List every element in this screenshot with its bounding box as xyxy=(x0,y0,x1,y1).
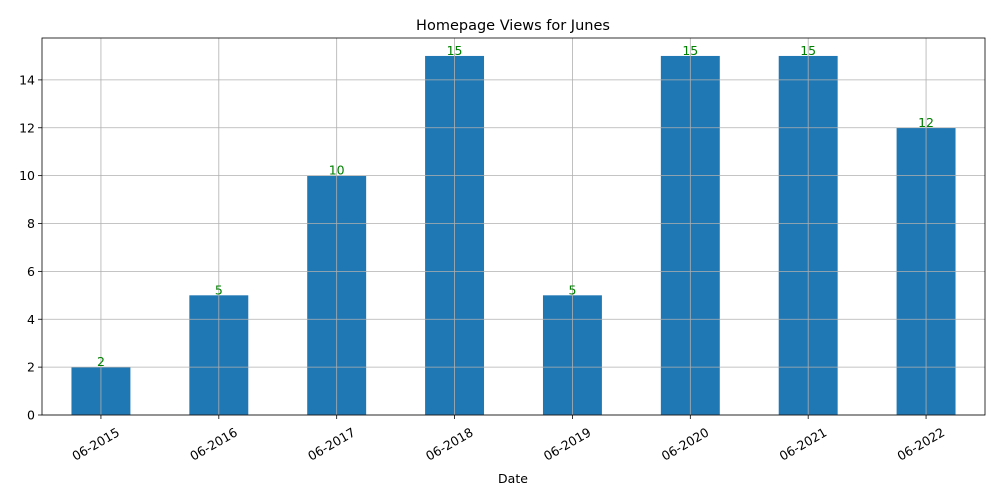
chart-title: Homepage Views for Junes xyxy=(416,18,610,34)
y-tick-label: 8 xyxy=(27,216,35,231)
x-tick-label: 06-2015 xyxy=(69,425,122,464)
x-tick-label: 06-2020 xyxy=(659,425,712,464)
axes xyxy=(41,37,986,416)
data-label: 5 xyxy=(215,282,223,297)
x-tick-label: 06-2019 xyxy=(541,425,594,464)
x-tick-label: 06-2022 xyxy=(894,425,947,464)
data-label: 10 xyxy=(329,163,345,178)
y-tick-label: 4 xyxy=(27,312,35,327)
x-ticks: 06-2015 06-2016 06-2017 06-2018 06-2019 06-20… xyxy=(69,415,947,464)
data-labels: 2 5 10 15 5 15 15 12 xyxy=(97,43,934,369)
y-tick-label: 14 xyxy=(19,72,35,87)
y-tick-label: 10 xyxy=(19,168,35,183)
plot-frame xyxy=(41,37,986,416)
y-ticks: 0 2 4 6 8 10 12 14 xyxy=(19,72,42,423)
data-label: 5 xyxy=(568,282,576,297)
data-label: 15 xyxy=(447,43,463,58)
y-tick-label: 0 xyxy=(27,408,35,423)
y-tick-label: 2 xyxy=(27,360,35,375)
x-tick-label: 06-2017 xyxy=(305,425,358,464)
data-label: 12 xyxy=(918,115,934,130)
data-label: 2 xyxy=(97,354,105,369)
data-label: 15 xyxy=(682,43,698,58)
y-tick-label: 12 xyxy=(19,120,35,135)
x-tick-label: 06-2021 xyxy=(777,425,830,464)
x-tick-label: 06-2018 xyxy=(423,425,476,464)
grid-lines xyxy=(42,38,985,416)
bars xyxy=(71,55,956,415)
y-tick-label: 6 xyxy=(27,264,35,279)
x-axis-label: Date xyxy=(498,471,528,486)
data-label: 15 xyxy=(800,43,816,58)
x-tick-label: 06-2016 xyxy=(187,425,240,464)
